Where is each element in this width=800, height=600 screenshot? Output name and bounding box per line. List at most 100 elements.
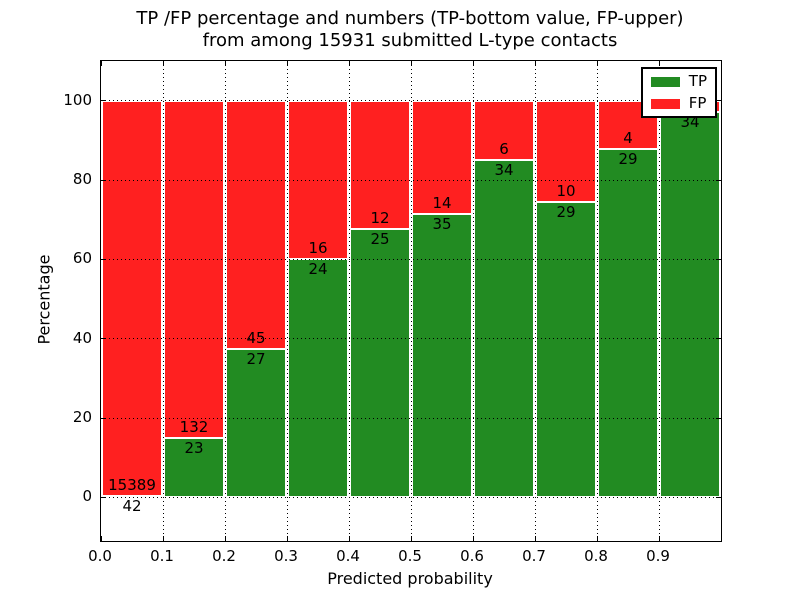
y-tick-mark-right xyxy=(716,179,721,181)
x-tick-mark-top xyxy=(100,61,102,66)
x-tick-mark xyxy=(100,536,102,541)
y-tick-mark xyxy=(101,100,106,102)
bar-segment-tp xyxy=(226,348,286,498)
y-tick-mark-right xyxy=(716,338,721,340)
x-tick-mark xyxy=(658,536,660,541)
x-tick-label: 0.6 xyxy=(460,547,484,565)
x-gridline xyxy=(162,61,164,541)
fp-count-label: 16 xyxy=(308,239,328,258)
x-tick-mark-top xyxy=(224,61,226,66)
chart-title-line2: from among 15931 submitted L-type contac… xyxy=(202,30,618,51)
chart-title: TP /FP percentage and numbers (TP-bottom… xyxy=(100,8,720,52)
y-tick-mark xyxy=(101,179,106,181)
tp-count-label: 35 xyxy=(432,215,452,233)
fp-count-label: 12 xyxy=(370,209,390,228)
fp-count-label: 132 xyxy=(179,418,209,437)
x-tick-label: 0.5 xyxy=(398,547,422,565)
bar-segment-fp xyxy=(164,100,224,439)
x-tick-mark-top xyxy=(472,61,474,66)
tp-count-label: 34 xyxy=(494,161,514,180)
x-gridline xyxy=(472,61,474,541)
x-gridline xyxy=(596,61,598,541)
bar-segment-tp xyxy=(474,160,534,498)
x-tick-mark-top xyxy=(348,61,350,66)
bar-segment-fp xyxy=(412,100,472,214)
x-gridline xyxy=(410,61,412,541)
bar-segment-fp xyxy=(536,100,596,203)
bar-segment-tp xyxy=(412,214,472,498)
x-tick-mark xyxy=(410,536,412,541)
bar-segment-tp xyxy=(598,148,658,498)
x-tick-mark-top xyxy=(534,61,536,66)
x-tick-mark xyxy=(162,536,164,541)
y-tick-mark-right xyxy=(716,100,721,102)
bar-segment-tp xyxy=(536,202,596,498)
x-gridline xyxy=(348,61,350,541)
y-tick-mark xyxy=(101,338,106,340)
x-tick-mark xyxy=(472,536,474,541)
x-tick-mark xyxy=(224,536,226,541)
tp-count-label: 27 xyxy=(246,349,266,368)
x-tick-mark-top xyxy=(286,61,288,66)
bar-segment-tp xyxy=(164,438,224,498)
x-tick-label: 0.0 xyxy=(88,547,112,565)
legend-item-tp: TP xyxy=(650,72,707,90)
legend: TP FP xyxy=(640,67,717,118)
x-tick-label: 0.7 xyxy=(522,547,546,565)
bar-segment-tp xyxy=(350,229,410,498)
x-tick-label: 0.9 xyxy=(646,547,670,565)
x-gridline xyxy=(224,61,226,541)
x-tick-label: 0.2 xyxy=(212,547,236,565)
y-tick-label: 100 xyxy=(63,90,92,109)
x-tick-label: 0.4 xyxy=(336,547,360,565)
y-tick-label: 40 xyxy=(72,328,92,347)
x-tick-mark-top xyxy=(162,61,164,66)
x-tick-mark-top xyxy=(596,61,598,66)
legend-item-fp: FP xyxy=(650,94,707,112)
tp-count-label: 25 xyxy=(370,230,390,249)
y-tick-label: 60 xyxy=(72,249,92,268)
tp-color-swatch xyxy=(650,76,680,87)
y-tick-mark-right xyxy=(716,258,721,260)
tp-count-label: 42 xyxy=(122,497,142,516)
y-tick-label: 0 xyxy=(82,487,92,506)
tp-count-label: 23 xyxy=(184,439,204,458)
fp-count-label: 14 xyxy=(432,194,452,212)
x-axis-label: Predicted probability xyxy=(327,569,493,588)
chart-title-line1: TP /FP percentage and numbers (TP-bottom… xyxy=(136,8,684,29)
y-tick-mark xyxy=(101,496,106,498)
fp-count-label: 15389 xyxy=(108,476,156,495)
x-gridline xyxy=(286,61,288,541)
x-tick-label: 0.1 xyxy=(150,547,174,565)
y-tick-label: 80 xyxy=(72,170,92,188)
fp-count-label: 45 xyxy=(246,328,266,347)
bar-segment-tp xyxy=(288,259,348,498)
x-tick-mark xyxy=(534,536,536,541)
x-tick-mark-top xyxy=(410,61,412,66)
x-tick-mark xyxy=(348,536,350,541)
y-tick-mark xyxy=(101,417,106,419)
x-gridline xyxy=(534,61,536,541)
x-tick-mark xyxy=(596,536,598,541)
plot-area: TP FP 15389 42 132 23 45 27 16 24 12 25 14 35 6 34 10 2… xyxy=(100,60,722,542)
fp-count-label: 10 xyxy=(556,182,576,201)
bar-segment-tp xyxy=(660,112,720,498)
y-tick-mark xyxy=(101,258,106,260)
tp-count-label: 24 xyxy=(308,260,328,279)
bar-segment-fp xyxy=(474,100,534,161)
x-tick-mark-top xyxy=(658,61,660,66)
y-axis-label: Percentage xyxy=(34,254,54,345)
y-tick-mark-right xyxy=(716,417,721,419)
bar-segment-fp xyxy=(226,100,286,349)
legend-label-tp: TP xyxy=(688,72,707,90)
x-tick-label: 0.3 xyxy=(274,547,298,565)
tp-count-label: 29 xyxy=(556,203,576,222)
fp-color-swatch xyxy=(650,98,680,109)
x-tick-label: 0.8 xyxy=(584,547,608,565)
bar-segment-fp xyxy=(102,100,162,497)
y-tick-mark-right xyxy=(716,496,721,498)
fp-count-label: 4 xyxy=(623,128,633,147)
x-gridline xyxy=(658,61,660,541)
legend-label-fp: FP xyxy=(688,94,707,112)
